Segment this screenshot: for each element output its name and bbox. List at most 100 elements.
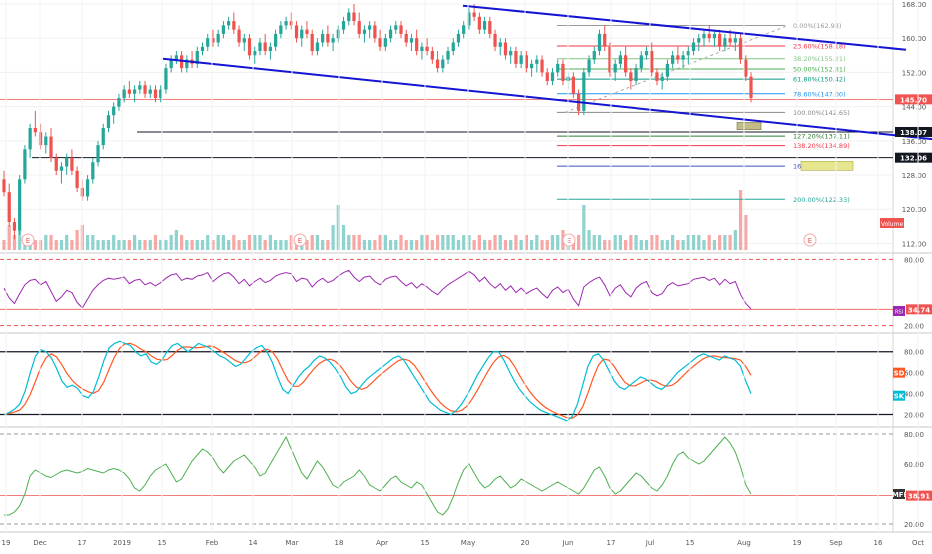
earnings-marker-label: E	[298, 237, 302, 245]
candle-body	[587, 59, 591, 73]
fib-level-label: 50.00%(152.81)	[793, 65, 846, 73]
earnings-marker[interactable]: E	[21, 233, 35, 247]
candle-body	[253, 51, 257, 56]
fib-level-label: 138.20%(134.89)	[793, 142, 850, 150]
earnings-marker-circle[interactable]	[21, 233, 35, 247]
volume-bar	[702, 240, 706, 250]
volume-bar	[59, 240, 64, 250]
stoch-d-tag-bg	[893, 367, 905, 378]
candle-body	[33, 128, 37, 133]
earnings-marker-circle[interactable]	[293, 233, 307, 247]
candle-body	[258, 42, 262, 52]
price-axis-tick: 120.00	[902, 206, 927, 214]
volume-bar	[274, 240, 278, 250]
volume-bar	[451, 235, 455, 250]
earnings-marker-circle[interactable]	[803, 233, 817, 247]
panel-axis-tick: 20.00	[904, 412, 924, 420]
candle-body	[310, 33, 314, 52]
volume-bar	[671, 235, 675, 250]
volume-bar	[247, 235, 252, 250]
volume-bar	[174, 230, 179, 250]
time-axis-label: 2019	[113, 539, 131, 547]
volume-bar	[206, 235, 210, 250]
volume-bar	[75, 230, 79, 250]
panel-axis-tick: 80.00	[904, 431, 924, 439]
earnings-marker[interactable]: E	[803, 233, 817, 247]
candle-body	[96, 145, 100, 163]
candle-body	[650, 51, 654, 73]
volume-bar	[70, 240, 74, 250]
volume-bar	[550, 235, 555, 250]
volume-bar	[738, 190, 743, 250]
candle-body	[488, 21, 492, 34]
time-axis-label: 15	[158, 539, 167, 547]
time-axis-label: 18	[335, 539, 344, 547]
candle-body	[430, 51, 434, 60]
volume-bar	[284, 240, 288, 250]
volume-bar	[603, 240, 607, 250]
candle-body	[482, 21, 487, 30]
candle-body	[702, 33, 706, 39]
candle-body	[195, 51, 199, 64]
candle-body	[211, 38, 215, 43]
candle-body	[712, 33, 717, 39]
volume-bar	[509, 240, 513, 250]
time-axis-label: 15	[421, 539, 430, 547]
candle-body	[441, 59, 445, 69]
candle-body	[221, 25, 226, 34]
candle-body	[388, 29, 393, 39]
volume-bar	[639, 240, 643, 250]
channel-upper-line[interactable]	[462, 4, 907, 51]
candle-body	[415, 38, 419, 52]
volume-bar	[467, 235, 471, 250]
candle-body	[294, 25, 299, 39]
price-axis-tick: 136.00	[902, 138, 927, 146]
candle-body	[44, 136, 48, 146]
volume-bar	[681, 240, 685, 250]
time-axis-label: Aug	[737, 539, 751, 547]
mfi-tag: MFI	[892, 491, 906, 499]
time-axis-label: 16	[874, 539, 883, 547]
volume-bar	[388, 240, 393, 250]
candle-body	[352, 12, 356, 22]
mfi-tag-bg	[893, 489, 905, 499]
earnings-marker-label: E	[26, 237, 30, 245]
earnings-marker[interactable]: E	[562, 233, 576, 247]
target-zone-1[interactable]	[736, 122, 762, 131]
volume-bar	[49, 235, 53, 250]
time-axis-label: Oct	[912, 539, 924, 547]
volume-bar	[394, 240, 398, 250]
candle-body	[106, 115, 111, 128]
candle-body	[462, 25, 466, 34]
volume-bar	[127, 240, 131, 250]
volume-bar	[535, 235, 539, 250]
panel-axis-tick: 20.00	[904, 323, 924, 331]
candle-body	[305, 29, 309, 34]
volume-bar	[106, 240, 111, 250]
candle-body	[514, 51, 518, 64]
candle-body	[681, 55, 685, 60]
earnings-marker-circle[interactable]	[562, 233, 576, 247]
volume-bar	[655, 235, 659, 250]
target-zone-2[interactable]	[800, 161, 854, 171]
volume-bar	[441, 235, 445, 250]
earnings-marker[interactable]: E	[293, 233, 307, 247]
candle-body	[545, 72, 549, 81]
time-axis-label: 19	[793, 539, 802, 547]
mfi-value-tag: 38.91	[908, 493, 930, 501]
candle-body	[70, 157, 74, 171]
channel-lower-line[interactable]	[162, 57, 932, 141]
panel-axis-tick: 80.00	[904, 256, 924, 264]
candle-body	[446, 51, 450, 60]
volume-bar	[571, 240, 576, 250]
volume-bar	[686, 235, 690, 250]
candle-body	[697, 38, 701, 43]
candle-body	[326, 33, 330, 43]
candle-body	[85, 179, 90, 197]
stoch-k-tag-bg	[893, 390, 905, 401]
volume-bar	[117, 240, 121, 250]
candle-body	[315, 42, 320, 52]
volume-bar	[258, 235, 262, 250]
